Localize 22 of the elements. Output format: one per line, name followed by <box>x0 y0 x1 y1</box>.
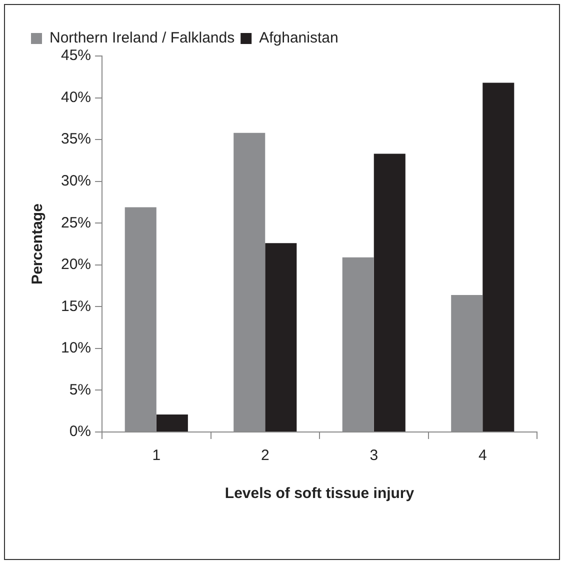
y-tick-label: 35% <box>60 130 92 148</box>
y-tick-label: 25% <box>60 214 92 232</box>
y-tick-label: 40% <box>60 88 92 106</box>
y-tick-label: 5% <box>69 381 92 398</box>
x-tick-label: 4 <box>478 447 487 464</box>
legend-label: Northern Ireland / Falklands <box>50 30 235 47</box>
y-tick-label: 15% <box>60 298 92 315</box>
y-tick-label: 20% <box>60 256 92 274</box>
y-axis-title: Percentage <box>29 204 46 284</box>
x-tick-label: 3 <box>370 447 378 464</box>
x-tick-label: 1 <box>152 447 161 464</box>
y-tick-label: 0% <box>69 423 92 440</box>
x-tick-label: 2 <box>260 447 270 464</box>
legend-label: Afghanistan <box>259 30 338 47</box>
y-tick-label: 45% <box>60 47 92 64</box>
y-tick-label: 10% <box>60 340 92 357</box>
x-axis-title: Levels of soft tissue injury <box>224 485 415 502</box>
bar <box>156 414 188 432</box>
bar <box>374 154 406 432</box>
bar <box>482 82 514 432</box>
bar <box>265 243 297 432</box>
y-tick-label: 30% <box>60 172 92 190</box>
